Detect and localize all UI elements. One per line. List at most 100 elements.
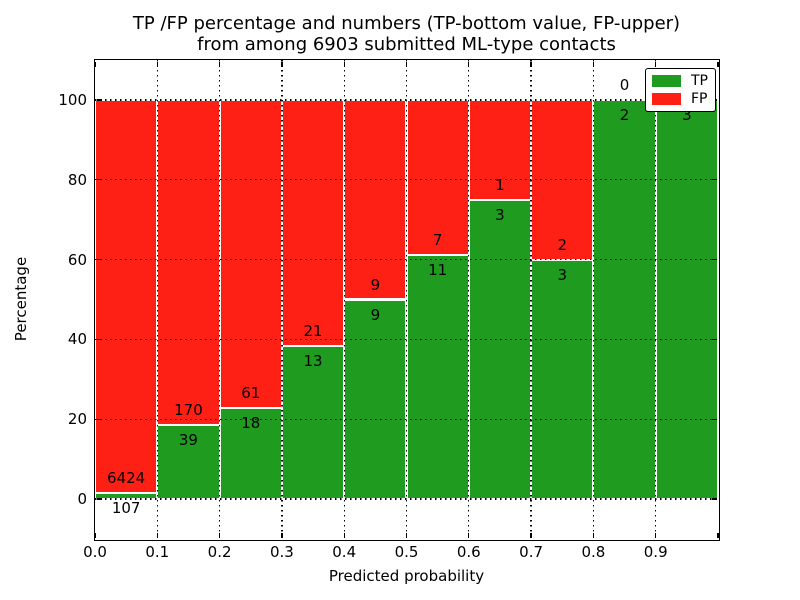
y-tick-mark	[96, 338, 102, 341]
fp-count-label: 0	[619, 75, 630, 94]
x-tick-mark-top	[655, 61, 657, 67]
fp-bar-segment	[468, 99, 532, 200]
x-tick-mark	[592, 532, 595, 538]
x-tick-mark	[343, 532, 345, 538]
chart-title-line-2: from among 6903 submitted ML-type contac…	[197, 34, 616, 55]
y-tick-label: 0	[77, 490, 87, 509]
tp-bar-segment	[281, 346, 345, 500]
vertical-gridline	[343, 60, 345, 539]
x-tick-mark-top	[343, 61, 345, 67]
x-tick-mark-top	[468, 61, 470, 67]
legend-swatch-fp	[652, 93, 681, 106]
tp-count-label: 3	[557, 265, 568, 284]
tp-count-label: 18	[241, 414, 261, 433]
tp-bar-segment	[406, 255, 469, 500]
x-tick-label: 0.8	[581, 543, 606, 561]
tp-count-label: 107	[111, 498, 141, 517]
fp-count-label: 1	[495, 175, 505, 194]
vertical-gridline	[655, 60, 657, 539]
x-tick-label: 0.0	[83, 543, 107, 561]
fp-bar-segment	[344, 99, 407, 300]
x-tick-label: 0.3	[269, 543, 294, 561]
y-tick-mark-right	[711, 258, 717, 261]
x-tick-mark-top	[405, 61, 408, 67]
chart-title: TP /FP percentage and numbers (TP-bottom…	[95, 13, 718, 55]
y-tick-mark-right	[711, 179, 717, 181]
tp-count-label: 39	[178, 430, 198, 449]
legend-entry: FP	[652, 92, 715, 106]
y-tick-mark	[96, 258, 102, 261]
x-tick-mark	[655, 532, 657, 538]
y-axis-label: Percentage	[12, 256, 30, 342]
x-tick-mark	[281, 532, 283, 538]
y-tick-mark-right	[711, 338, 717, 341]
x-tick-mark-top	[156, 61, 158, 67]
fp-bar-segment	[281, 99, 345, 347]
y-tick-mark-right	[711, 418, 717, 420]
vertical-gridline	[281, 60, 283, 539]
tp-count-label: 3	[495, 205, 505, 224]
tp-bar-segment	[655, 99, 718, 500]
fp-count-label: 2	[557, 235, 568, 254]
tp-count-label: 11	[428, 261, 448, 280]
x-tick-label: 0.7	[519, 543, 544, 561]
x-tick-mark	[218, 532, 221, 538]
y-tick-label: 100	[58, 90, 87, 109]
legend-label: FP	[691, 91, 708, 108]
y-tick-mark	[96, 179, 102, 181]
tp-count-label: 13	[303, 352, 323, 371]
y-tick-label: 60	[67, 250, 87, 269]
x-tick-mark	[468, 532, 470, 538]
x-tick-mark	[717, 532, 719, 538]
x-tick-mark-top	[94, 61, 96, 67]
y-tick-mark	[96, 418, 102, 420]
x-tick-mark	[530, 532, 532, 538]
x-tick-mark-top	[717, 61, 719, 67]
fp-count-label: 7	[432, 231, 443, 250]
y-tick-mark	[96, 498, 102, 500]
fp-count-label: 61	[241, 384, 261, 403]
y-tick-label: 40	[67, 330, 87, 349]
tp-bar-segment	[531, 259, 594, 500]
legend-entry: TP	[652, 74, 715, 88]
y-tick-mark-right	[711, 498, 717, 500]
fp-bar-segment	[219, 99, 282, 409]
y-tick-label: 80	[67, 170, 87, 189]
x-tick-mark-top	[218, 61, 221, 67]
tp-bar-segment	[593, 99, 656, 500]
fp-count-label: 21	[303, 322, 323, 341]
x-tick-mark	[94, 532, 96, 538]
vertical-gridline	[405, 60, 408, 539]
tp-bar-segment	[344, 299, 407, 500]
x-tick-label: 0.4	[332, 543, 357, 561]
chart-title-line-1: TP /FP percentage and numbers (TP-bottom…	[132, 13, 681, 34]
vertical-gridline	[530, 60, 532, 539]
vertical-gridline	[218, 60, 221, 539]
x-axis-label: Predicted probability	[328, 567, 485, 585]
x-tick-mark	[156, 532, 158, 538]
x-tick-label: 0.1	[145, 543, 170, 561]
vertical-gridline	[468, 60, 470, 539]
y-tick-label: 20	[67, 410, 87, 429]
x-tick-mark-top	[530, 61, 532, 67]
x-tick-mark	[405, 532, 408, 538]
y-tick-mark	[96, 99, 102, 101]
tp-count-label: 9	[370, 305, 381, 324]
vertical-gridline	[592, 60, 595, 539]
tp-count-label: 3	[682, 105, 692, 124]
fp-count-label: 170	[174, 400, 203, 419]
fp-bar-segment	[95, 99, 158, 493]
x-tick-label: 0.9	[643, 543, 668, 561]
legend-label: TP	[691, 72, 708, 89]
tp-count-label: 2	[619, 105, 630, 124]
fp-bar-segment	[157, 99, 220, 425]
x-tick-mark-top	[592, 61, 595, 67]
legend-swatch-tp	[652, 74, 681, 87]
x-tick-mark-top	[281, 61, 283, 67]
legend: TP FP	[645, 68, 716, 112]
fp-count-label: 9	[370, 275, 381, 294]
tp-bar-segment	[468, 199, 532, 500]
vertical-gridline	[156, 60, 158, 539]
x-tick-label: 0.2	[207, 543, 232, 561]
